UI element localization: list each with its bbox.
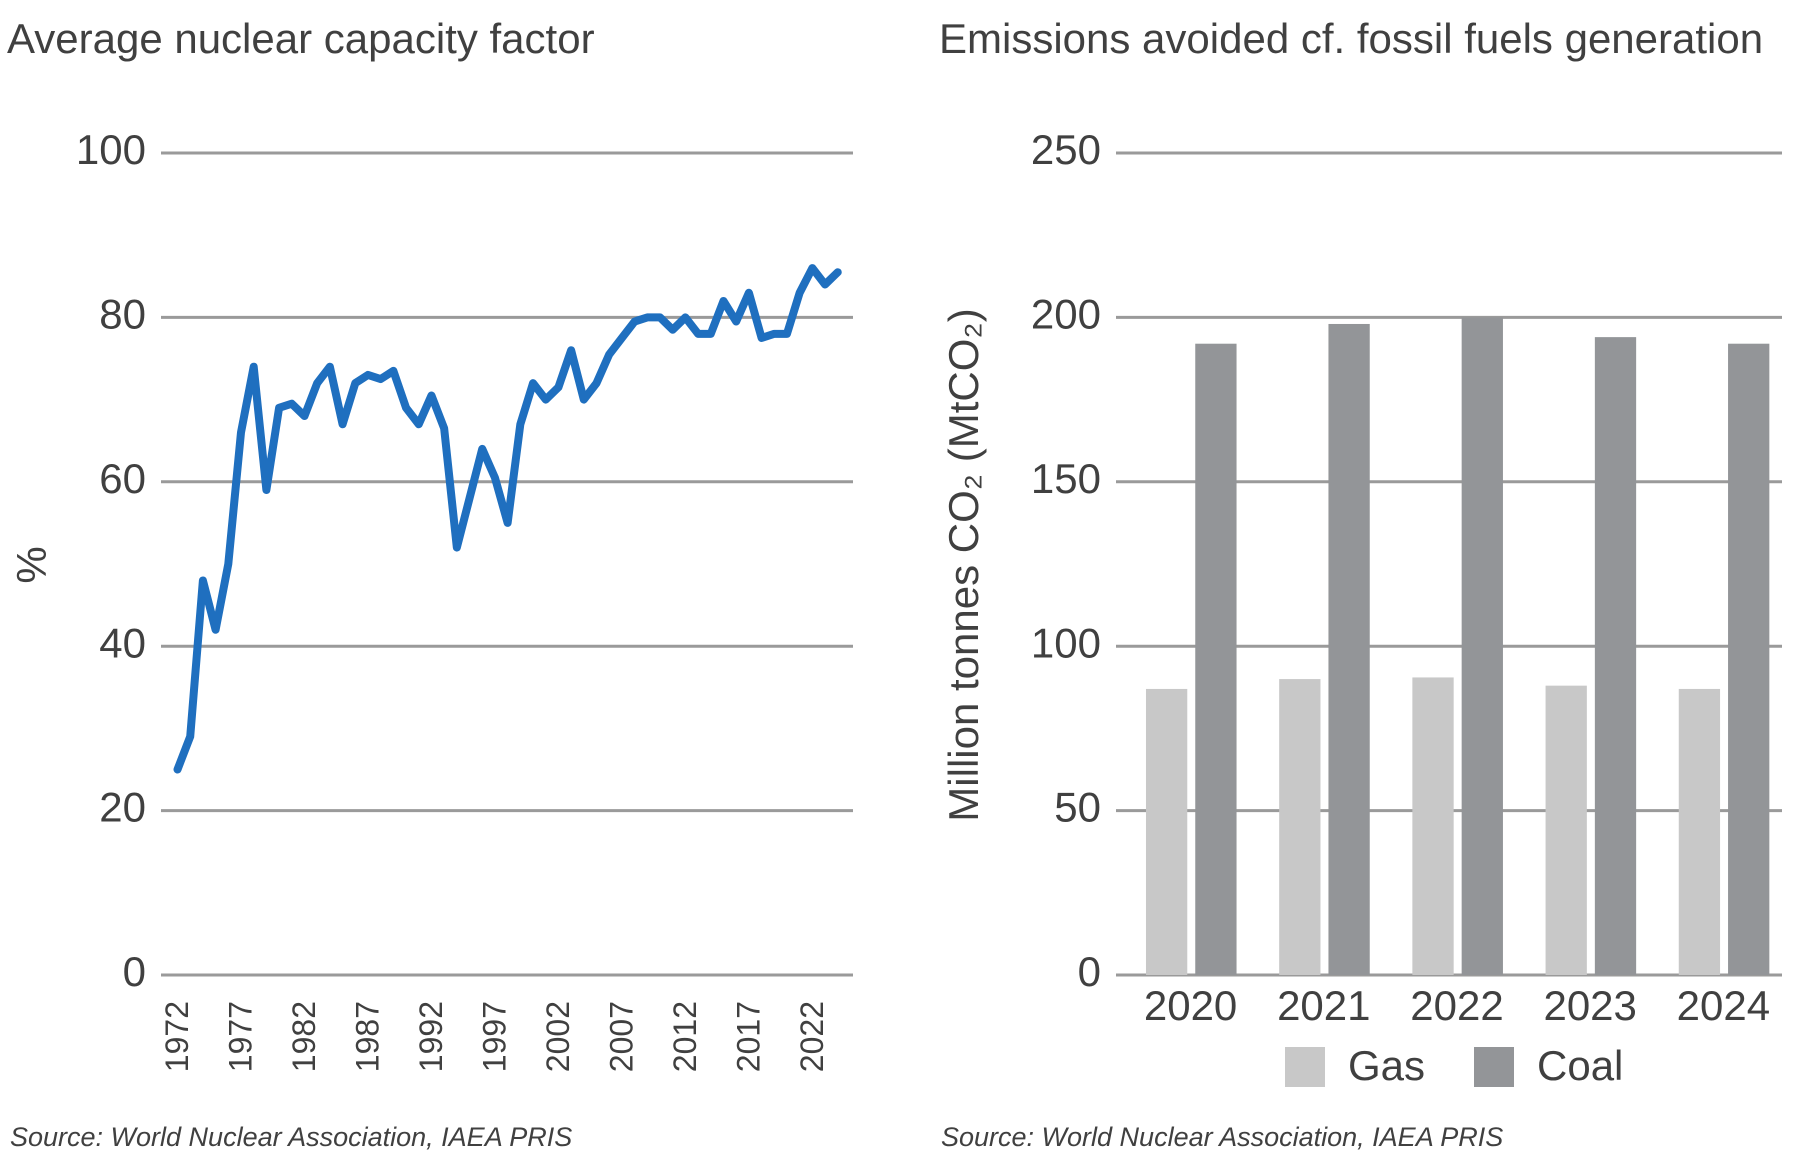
x-tick-label: 2007: [603, 1001, 639, 1072]
x-tick-label: 1982: [286, 1001, 322, 1072]
bar: [1545, 685, 1587, 975]
y-tick-label: 100: [1031, 619, 1101, 666]
x-tick-label: 2017: [730, 1001, 766, 1072]
x-tick-label: 1972: [159, 1001, 195, 1072]
bar: [1145, 688, 1188, 975]
x-tick-label: 2020: [1144, 982, 1237, 1029]
x-tick-label: 1977: [222, 1001, 258, 1072]
chart-title: Emissions avoided cf. fossil fuels gener…: [939, 15, 1763, 62]
bar: [1195, 343, 1237, 976]
y-tick-label: 0: [123, 948, 146, 995]
y-tick-label: 60: [99, 455, 146, 502]
y-tick-label: 80: [99, 290, 146, 337]
y-tick-label: 200: [1031, 290, 1101, 337]
legend-label: Coal: [1537, 1042, 1623, 1089]
bar: [1594, 337, 1637, 975]
y-tick-label: 50: [1054, 784, 1101, 831]
y-axis-label: %: [8, 546, 55, 583]
x-tick-label: 2022: [794, 1001, 830, 1072]
x-tick-label: 2024: [1677, 982, 1770, 1029]
x-tick-label: 1992: [413, 1001, 449, 1072]
y-tick-label: 250: [1031, 126, 1101, 173]
x-tick-label: 2012: [667, 1001, 703, 1072]
source-note: Source: World Nuclear Association, IAEA …: [941, 1122, 1503, 1152]
x-tick-label: 2023: [1543, 982, 1636, 1029]
bar: [1328, 323, 1370, 975]
legend-swatch: [1474, 1047, 1514, 1087]
y-axis-label: Million tonnes CO₂ (MtCO₂): [940, 308, 987, 821]
x-tick-label: 1987: [349, 1001, 385, 1072]
bar: [1728, 343, 1770, 976]
y-tick-label: 0: [1078, 948, 1101, 995]
x-tick-label: 1997: [476, 1001, 512, 1072]
bar: [1279, 679, 1321, 975]
bar: [1412, 677, 1454, 975]
x-tick-label: 2022: [1410, 982, 1503, 1029]
legend-label: Gas: [1348, 1042, 1425, 1089]
legend-swatch: [1285, 1047, 1325, 1087]
bar: [1678, 688, 1721, 975]
x-tick-label: 2002: [540, 1001, 576, 1072]
y-tick-label: 40: [99, 619, 146, 666]
x-tick-label: 2021: [1277, 982, 1370, 1029]
source-note: Source: World Nuclear Association, IAEA …: [10, 1122, 572, 1152]
y-tick-label: 20: [99, 784, 146, 831]
chart-title: Average nuclear capacity factor: [7, 15, 595, 62]
data-line: [173, 264, 842, 774]
y-tick-label: 100: [76, 126, 146, 173]
bar: [1461, 317, 1503, 975]
y-tick-label: 150: [1031, 455, 1101, 502]
